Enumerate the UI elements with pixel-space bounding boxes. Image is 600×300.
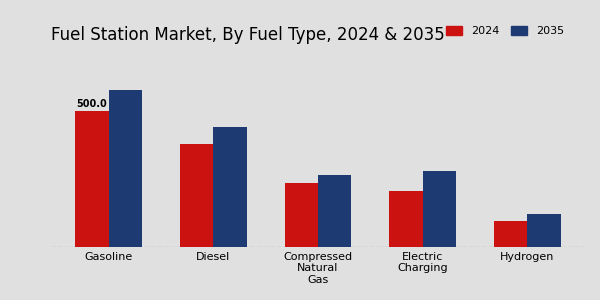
Bar xyxy=(214,127,247,247)
Text: 500.0: 500.0 xyxy=(77,99,107,109)
Bar xyxy=(527,214,561,247)
Bar xyxy=(75,111,109,247)
Bar xyxy=(422,171,456,247)
Bar xyxy=(494,221,527,247)
Bar xyxy=(109,91,142,247)
Bar xyxy=(318,175,352,247)
Legend: 2024, 2035: 2024, 2035 xyxy=(441,21,569,40)
Bar xyxy=(180,143,214,247)
Bar xyxy=(284,183,318,247)
Text: Fuel Station Market, By Fuel Type, 2024 & 2035: Fuel Station Market, By Fuel Type, 2024 … xyxy=(51,26,445,44)
Bar xyxy=(389,191,422,247)
